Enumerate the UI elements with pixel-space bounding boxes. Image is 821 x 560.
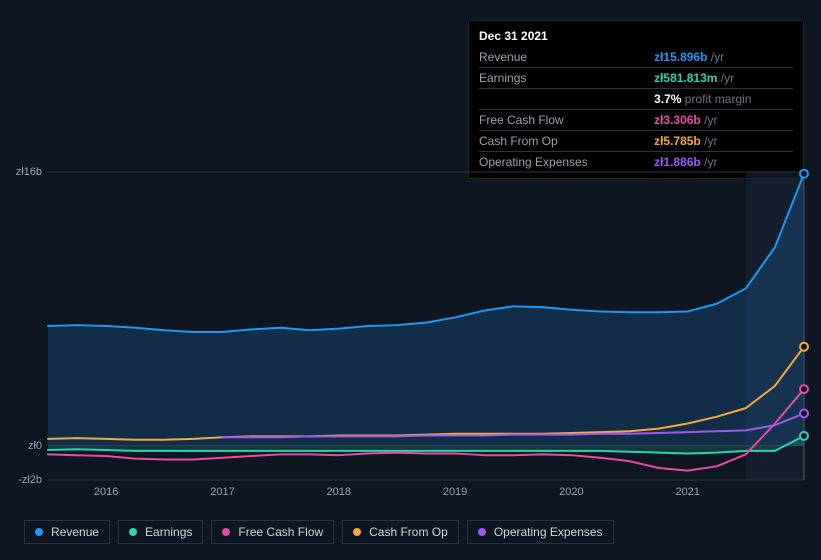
legend-item-fcf[interactable]: Free Cash Flow [211, 520, 334, 544]
legend-item-label: Operating Expenses [494, 525, 603, 539]
series-marker-cfo [800, 343, 808, 351]
financials-line-chart [0, 0, 821, 560]
legend-dot-icon [353, 528, 361, 536]
series-marker-opex [800, 409, 808, 417]
chart-legend: Revenue Earnings Free Cash Flow Cash From O… [24, 520, 614, 544]
legend-dot-icon [478, 528, 486, 536]
series-marker-earnings [800, 432, 808, 440]
legend-dot-icon [222, 528, 230, 536]
x-tick-label: 2020 [559, 486, 583, 498]
x-tick-label: 2017 [210, 486, 234, 498]
legend-item-earnings[interactable]: Earnings [118, 520, 203, 544]
series-line-revenue [48, 174, 804, 332]
series-marker-revenue [800, 170, 808, 178]
series-marker-fcf [800, 385, 808, 393]
legend-item-cfo[interactable]: Cash From Op [342, 520, 459, 544]
legend-item-label: Earnings [145, 525, 192, 539]
legend-item-revenue[interactable]: Revenue [24, 520, 110, 544]
x-tick-label: 2021 [675, 486, 699, 498]
legend-item-label: Free Cash Flow [238, 525, 323, 539]
x-tick-label: 2019 [443, 486, 467, 498]
legend-dot-icon [35, 528, 43, 536]
x-tick-label: 2016 [94, 486, 118, 498]
legend-item-label: Cash From Op [369, 525, 448, 539]
x-tick-label: 2018 [327, 486, 351, 498]
legend-item-opex[interactable]: Operating Expenses [467, 520, 614, 544]
legend-dot-icon [129, 528, 137, 536]
legend-item-label: Revenue [51, 525, 99, 539]
